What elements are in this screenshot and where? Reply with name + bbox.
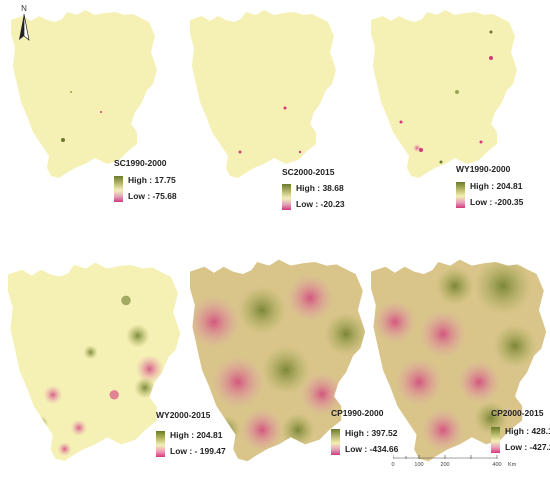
legend-high: High : 204.81 xyxy=(470,181,523,191)
legend-high: High : 428.15 xyxy=(505,426,550,436)
legend-low: Low : - 199.47 xyxy=(170,446,226,456)
map-wy2000-2015 xyxy=(8,262,181,461)
scale-tick-100: 100 xyxy=(414,462,424,468)
panel-title-cp2000: CP2000-2015 xyxy=(491,408,544,418)
legend-colorbar xyxy=(282,184,291,210)
legend-low: Low : -20.23 xyxy=(296,199,345,209)
legend-colorbar xyxy=(114,176,123,202)
legend-high: High : 397.52 xyxy=(345,428,398,438)
panel-title-wy1990: WY1990-2000 xyxy=(456,164,511,174)
scale-bar-graphic xyxy=(393,455,498,459)
map-cp1990-2000 xyxy=(190,259,366,462)
map-sc2000-2015 xyxy=(190,10,336,178)
map-sc1990-2000 xyxy=(11,10,157,178)
north-arrow-icon xyxy=(19,14,30,41)
legend-high: High : 38.68 xyxy=(296,183,344,193)
scale-bar: 0 100 200 400 Km xyxy=(391,454,543,484)
north-arrow: N xyxy=(17,4,31,41)
panel-title-cp1990: CP1990-2000 xyxy=(331,408,384,418)
map-wy1990-2000 xyxy=(371,10,517,178)
scale-tick-400: 400 xyxy=(492,462,502,468)
scale-tick-0: 0 xyxy=(391,462,395,468)
legend-low: Low : -434.66 xyxy=(345,444,399,454)
legend-high: High : 17.75 xyxy=(128,175,176,185)
panel-title-sc1990: SC1990-2000 xyxy=(114,158,167,168)
legend-colorbar xyxy=(156,431,165,457)
panel-title-wy2000: WY2000-2015 xyxy=(156,410,211,420)
legend-colorbar xyxy=(491,427,500,453)
legend-low: Low : -427.28 xyxy=(505,442,550,452)
north-label: N xyxy=(21,4,27,13)
legend-low: Low : -200.35 xyxy=(470,197,524,207)
legend-low: Low : -75.68 xyxy=(128,191,177,201)
scale-unit: Km xyxy=(508,462,517,468)
legend-colorbar xyxy=(331,429,340,455)
legend-colorbar xyxy=(456,182,465,208)
scale-tick-200: 200 xyxy=(440,462,450,468)
panel-title-sc2000: SC2000-2015 xyxy=(282,167,335,177)
map-cp2000-2015 xyxy=(371,259,547,462)
legend-high: High : 204.81 xyxy=(170,430,223,440)
